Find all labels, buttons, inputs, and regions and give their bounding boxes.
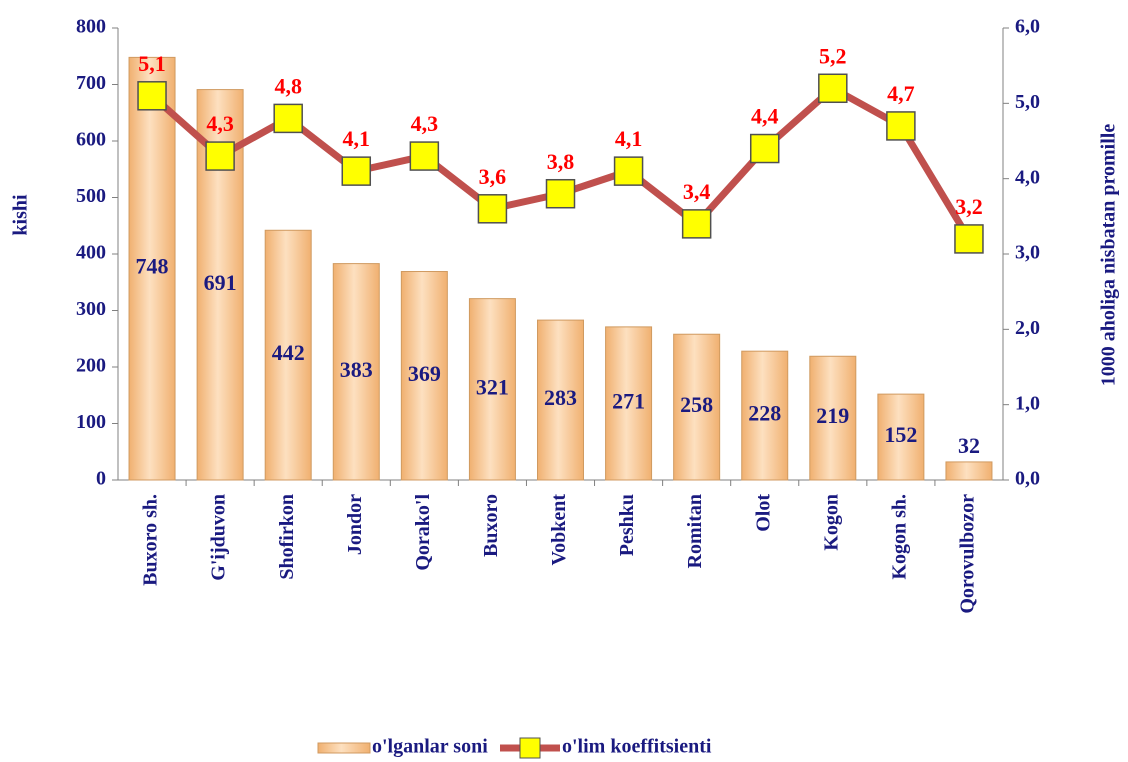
bar-value-label: 283 (544, 385, 577, 410)
y2-axis-title: 1000 aholiga nisbatan promille (1098, 124, 1120, 387)
y2-tick-label: 4,0 (1015, 166, 1040, 188)
line-value-label: 4,7 (887, 81, 915, 106)
bar (537, 319, 584, 481)
bar (264, 229, 312, 481)
line-marker (341, 156, 372, 186)
bar (400, 271, 448, 481)
line-marker (818, 73, 848, 104)
y2-tick-label: 3,0 (1015, 242, 1040, 264)
legend-marker (519, 737, 541, 759)
bar-value-label: 219 (816, 403, 849, 428)
line-value-label: 4,3 (206, 111, 234, 136)
x-tick-label: Vobkent (548, 494, 570, 566)
y-tick-label: 600 (76, 129, 106, 151)
line-marker (205, 141, 235, 171)
bar (673, 333, 721, 481)
bar (945, 461, 993, 481)
line-value-label: 3,4 (683, 179, 711, 204)
x-tick-label: Kogon sh. (888, 494, 910, 580)
legend-swatch (317, 742, 371, 754)
line-marker (954, 224, 984, 254)
line-value-label: 3,2 (955, 194, 983, 219)
bar-value-label: 271 (612, 388, 645, 413)
bar (809, 355, 857, 481)
line-marker (273, 103, 303, 134)
line-marker (681, 209, 712, 239)
x-tick-label: Romitan (684, 494, 706, 568)
line-value-label: 4,4 (751, 104, 779, 129)
bar-value-label: 748 (136, 254, 169, 279)
y2-tick-label: 2,0 (1015, 317, 1040, 339)
line-value-label: 4,1 (615, 126, 643, 151)
x-tick-label: Kogon (820, 494, 842, 551)
line-value-label: 5,1 (138, 51, 166, 76)
line-value-label: 3,8 (547, 149, 575, 174)
x-tick-label: Buxoro sh. (140, 494, 162, 586)
line-marker (613, 156, 644, 186)
y-tick-label: 500 (76, 185, 106, 207)
y2-tick-label: 5,0 (1015, 91, 1040, 113)
y2-tick-label: 1,0 (1015, 392, 1040, 414)
y-tick-label: 700 (76, 72, 106, 94)
legend-label: o'lim koeffitsienti (562, 736, 712, 758)
y-tick-label: 800 (76, 16, 106, 38)
bar (877, 393, 925, 481)
y-axis-title: kishi (10, 194, 32, 236)
legend-label: o'lganlar soni (372, 736, 488, 758)
line-value-label: 4,8 (274, 73, 302, 98)
x-tick-label: Qorako'l (412, 494, 434, 571)
bar-value-label: 442 (272, 340, 305, 365)
line-value-label: 4,3 (411, 111, 439, 136)
bar (605, 326, 653, 481)
bar-value-label: 32 (958, 433, 980, 458)
x-tick-label: Olot (752, 494, 774, 532)
y-tick-label: 0 (96, 468, 106, 490)
bar-value-label: 369 (408, 361, 441, 386)
y2-tick-label: 6,0 (1015, 16, 1040, 38)
y-tick-label: 400 (76, 242, 106, 264)
bar-value-label: 228 (748, 401, 781, 426)
y-tick-label: 100 (76, 411, 106, 433)
line-marker (477, 194, 508, 224)
bar (468, 298, 516, 481)
line-marker (749, 133, 780, 164)
line-value-label: 4,1 (343, 126, 371, 151)
line-value-label: 5,2 (819, 43, 847, 68)
bar-value-label: 383 (340, 357, 373, 382)
bar-value-label: 258 (680, 392, 713, 417)
bar (741, 350, 789, 481)
bar-value-label: 321 (476, 374, 509, 399)
bar-value-label: 152 (884, 422, 917, 447)
line-marker (545, 178, 576, 209)
x-tick-label: G'ijduvon (208, 494, 230, 581)
line-value-label: 3,6 (479, 164, 507, 189)
bar (128, 56, 176, 481)
y2-tick-label: 0,0 (1015, 468, 1040, 490)
y-tick-label: 300 (76, 298, 106, 320)
line-marker (409, 141, 440, 171)
x-tick-label: Peshku (616, 494, 638, 556)
x-tick-label: Qorovulbozor (957, 494, 979, 614)
bar (332, 263, 380, 481)
line-marker (137, 81, 167, 111)
line-marker (886, 111, 916, 141)
x-tick-label: Jondor (344, 494, 366, 555)
x-tick-label: Shofirkon (276, 494, 298, 580)
bar-value-label: 691 (204, 270, 237, 295)
y-tick-label: 200 (76, 355, 106, 377)
x-tick-label: Buxoro (480, 494, 502, 557)
